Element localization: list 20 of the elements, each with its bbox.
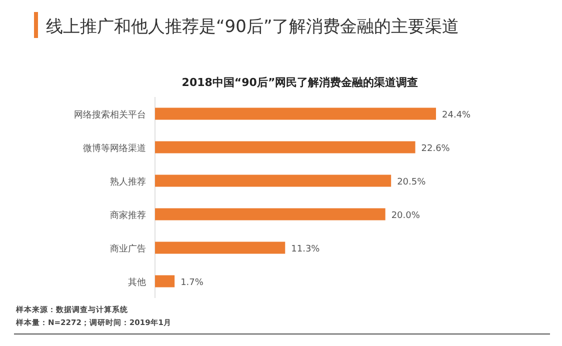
data-label: 22.6% (421, 144, 450, 154)
bar (155, 108, 436, 120)
data-label: 11.3% (291, 244, 320, 254)
y-tick-label: 商业广告 (110, 243, 146, 254)
chart-subtitle: 2018中国“90后”网民了解消费金融的渠道调查 (182, 76, 418, 89)
bar (155, 174, 392, 187)
bar (155, 242, 286, 254)
data-label: 20.0% (391, 210, 420, 221)
y-tick-label: 其他 (128, 276, 146, 288)
chart-title: 线上推广和他人推荐是“90后”了解消费金融的主要渠道 (46, 17, 460, 37)
data-label: 20.5% (397, 177, 426, 188)
y-tick-label: 微博等网络渠道 (83, 142, 146, 154)
y-tick-label: 熟人推荐 (110, 176, 146, 188)
y-tick-label: 网络搜索相关平台 (74, 109, 146, 120)
y-tick-label: 商家推荐 (110, 210, 146, 221)
data-label: 24.4% (442, 110, 472, 120)
bar (155, 208, 386, 220)
bar (155, 275, 175, 288)
data-label: 1.7% (180, 278, 204, 288)
bar (155, 141, 416, 154)
